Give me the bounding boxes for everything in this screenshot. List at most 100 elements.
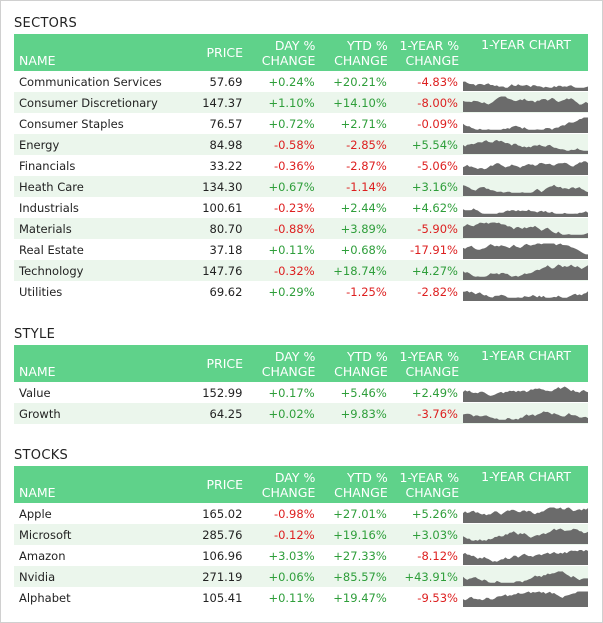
table-row[interactable]: Consumer Staples 76.57 +0.72% +2.71% -0.09% — [14, 113, 588, 134]
sparkline-chart — [462, 281, 588, 302]
sparkline-chart — [462, 134, 588, 155]
row-ytd-change: +2.44% — [340, 200, 387, 215]
sparkline-chart — [462, 260, 588, 281]
row-ytd-change: +5.46% — [340, 385, 387, 400]
sparkline-graphic — [462, 591, 588, 607]
row-price: 69.62 — [209, 284, 243, 299]
table-row[interactable]: Apple 165.02 -0.98% +27.01% +5.26% — [14, 503, 588, 524]
table-row[interactable]: Energy 84.98 -0.58% -2.85% +5.54% — [14, 134, 588, 155]
row-name: Financials — [19, 158, 76, 173]
row-price: 37.18 — [209, 242, 243, 257]
row-ytd-change: +3.89% — [340, 221, 387, 236]
row-name: Consumer Staples — [19, 116, 124, 131]
row-name: Apple — [19, 506, 52, 521]
row-name: Value — [19, 385, 51, 400]
row-1yr-change: +4.62% — [411, 200, 458, 215]
stocks-section: STOCKS NAME PRICE DAY % CHANGE YTD % CHANG… — [14, 446, 588, 608]
col-chart-header: 1-YEAR CHART — [481, 37, 571, 52]
row-day-change: +0.72% — [268, 116, 315, 131]
sparkline-area — [462, 81, 588, 91]
table-header: NAME PRICE DAY % CHANGE YTD % CHANGE 1-YEA… — [14, 466, 588, 503]
row-ytd-change: +27.33% — [333, 548, 387, 563]
row-ytd-change: +18.74% — [333, 263, 387, 278]
table-row[interactable]: Alphabet 105.41 +0.11% +19.47% -9.53% — [14, 587, 588, 608]
row-1yr-change: -9.53% — [417, 590, 458, 605]
sparkline-graphic — [462, 243, 588, 259]
sparkline-graphic — [462, 549, 588, 565]
table-row[interactable]: Value 152.99 +0.17% +5.46% +2.49% — [14, 382, 588, 403]
row-day-change: -0.36% — [273, 158, 315, 173]
sparkline-graphic — [462, 507, 588, 523]
col-1yr-header[interactable]: 1-YEAR % CHANGE — [399, 469, 460, 500]
table-row[interactable]: Nvidia 271.19 +0.06% +85.57% +43.91% — [14, 566, 588, 587]
sparkline-chart — [462, 218, 588, 239]
sectors-section: SECTORS NAME PRICE DAY % CHANGE YTD % CHAN… — [14, 14, 588, 302]
row-day-change: +0.67% — [268, 179, 315, 194]
table-row[interactable]: Consumer Discretionary 147.37 +1.10% +14.10… — [14, 92, 588, 113]
col-name-header[interactable]: NAME — [19, 53, 56, 68]
row-name: Real Estate — [19, 242, 84, 257]
sparkline-graphic — [462, 570, 588, 586]
table-row[interactable]: Technology 147.76 -0.32% +18.74% +4.27% — [14, 260, 588, 281]
col-price-header[interactable]: PRICE — [206, 45, 244, 60]
row-day-change: -0.23% — [273, 200, 315, 215]
col-name-header[interactable]: NAME — [19, 364, 56, 379]
table-row[interactable]: Utilities 69.62 +0.29% -1.25% -2.82% — [14, 281, 588, 302]
table-row[interactable]: Microsoft 285.76 -0.12% +19.16% +3.03% — [14, 524, 588, 545]
sparkline-graphic — [462, 81, 588, 91]
table-row[interactable]: Communication Services 57.69 +0.24% +20.21%… — [14, 71, 588, 92]
row-price: 165.02 — [202, 506, 243, 521]
row-ytd-change: +19.47% — [333, 590, 387, 605]
col-day-header[interactable]: DAY % CHANGE — [261, 469, 316, 500]
sparkline-graphic — [462, 386, 588, 402]
row-price: 84.98 — [209, 137, 243, 152]
row-price: 152.99 — [202, 385, 243, 400]
sparkline-graphic — [462, 264, 588, 280]
table-row[interactable]: Financials 33.22 -0.36% -2.87% -5.06% — [14, 155, 588, 176]
col-ytd-header[interactable]: YTD % CHANGE — [334, 469, 388, 500]
sparkline-graphic — [462, 139, 588, 154]
table-row[interactable]: Growth 64.25 +0.02% +9.83% -3.76% — [14, 403, 588, 424]
col-1yr-header[interactable]: 1-YEAR % CHANGE — [399, 348, 460, 379]
row-price: 147.37 — [202, 95, 243, 110]
row-ytd-change: +14.10% — [333, 95, 387, 110]
sparkline-graphic — [462, 117, 588, 133]
col-ytd-header[interactable]: YTD % CHANGE — [334, 348, 388, 379]
col-day-header[interactable]: DAY % CHANGE — [261, 37, 316, 68]
row-price: 105.41 — [202, 590, 243, 605]
row-price: 285.76 — [202, 527, 243, 542]
col-price-header[interactable]: PRICE — [206, 356, 244, 371]
col-1yr-header[interactable]: 1-YEAR % CHANGE — [399, 37, 460, 68]
row-day-change: -0.32% — [273, 263, 315, 278]
sparkline-area — [462, 410, 588, 423]
sparkline-area — [462, 222, 588, 238]
col-name-header[interactable]: NAME — [19, 485, 56, 500]
section-title: STYLE — [14, 327, 56, 342]
row-1yr-change: -5.90% — [417, 221, 458, 236]
col-ytd-header[interactable]: YTD % CHANGE — [334, 37, 388, 68]
row-day-change: -0.88% — [273, 221, 315, 236]
row-1yr-change: -5.06% — [417, 158, 458, 173]
col-day-header[interactable]: DAY % CHANGE — [261, 348, 316, 379]
row-ytd-change: +19.16% — [333, 527, 387, 542]
row-1yr-change: -3.76% — [417, 406, 458, 421]
table-row[interactable]: Heath Care 134.30 +0.67% -1.14% +3.16% — [14, 176, 588, 197]
table-row[interactable]: Amazon 106.96 +3.03% +27.33% -8.12% — [14, 545, 588, 566]
sparkline-area — [462, 528, 588, 544]
table-header: NAME PRICE DAY % CHANGE YTD % CHANGE 1-YEA… — [14, 345, 588, 382]
row-price: 57.69 — [209, 74, 243, 89]
sparkline-chart — [462, 92, 588, 113]
row-ytd-change: -1.25% — [346, 284, 387, 299]
col-price-header[interactable]: PRICE — [206, 477, 244, 492]
sparkline-chart — [462, 403, 588, 424]
row-1yr-change: +4.27% — [411, 263, 458, 278]
row-name: Technology — [19, 263, 84, 278]
sparkline-graphic — [462, 528, 588, 544]
table-row[interactable]: Materials 80.70 -0.88% +3.89% -5.90% — [14, 218, 588, 239]
table-row[interactable]: Real Estate 37.18 +0.11% +0.68% -17.91% — [14, 239, 588, 260]
row-price: 134.30 — [202, 179, 243, 194]
sparkline-area — [462, 264, 588, 280]
row-ytd-change: +20.21% — [333, 74, 387, 89]
table-row[interactable]: Industrials 100.61 -0.23% +2.44% +4.62% — [14, 197, 588, 218]
row-1yr-change: +5.54% — [411, 137, 458, 152]
